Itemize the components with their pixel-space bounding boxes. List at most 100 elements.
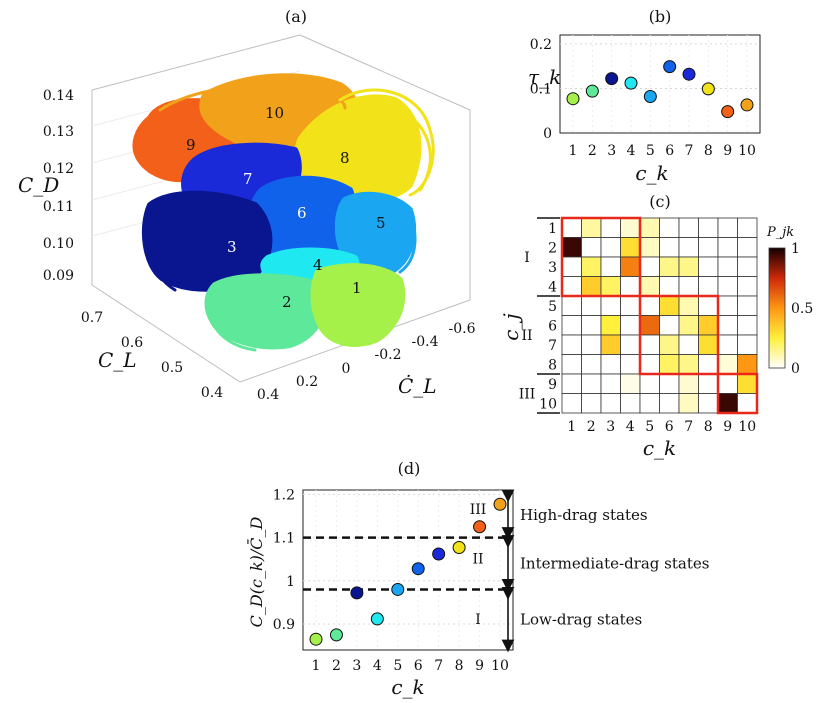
heatmap-cell [678,237,699,258]
y-tick-label: 1 [286,574,295,590]
plot-frame [559,34,761,134]
heatmap-cell [717,354,738,375]
x-tick-label: 6 [665,143,674,159]
heatmap-cell [678,276,699,297]
col-label: 10 [738,419,756,435]
heatmap-cell [620,373,641,394]
heatmap-cell [639,393,660,414]
x-tick-label: 10 [491,658,509,674]
colorbar-tick-label: 0 [791,361,800,377]
heatmap-cell [561,276,582,297]
data-point [740,98,754,112]
heatmap-cell [581,295,602,316]
heatmap-cell [600,354,621,375]
row-label: 1 [548,221,557,237]
data-point [391,582,405,596]
heatmap-cell [678,256,699,277]
y-tick-label: 1.2 [273,487,295,503]
x-axis-title: C_L [98,348,137,372]
heatmap-cell [581,237,602,258]
z-tick-label: 0.09 [43,268,74,284]
heatmap-cell [659,334,680,355]
heatmap-cell [678,373,699,394]
heatmap-cell [717,373,738,394]
col-label: 9 [723,419,732,435]
z-axis-title: C_D [18,173,59,197]
heatmap-cell [581,256,602,277]
heatmap-cell [600,334,621,355]
data-point [682,67,696,81]
heatmap-cell [600,256,621,277]
heatmap-cell [620,334,641,355]
heatmap-cell [678,217,699,238]
heatmap-cell [737,217,758,238]
cluster-label-7: 7 [243,170,253,188]
row-label: 5 [548,299,557,315]
heatmap-cell [717,217,738,238]
data-point [585,84,599,98]
heatmap-cell [659,256,680,277]
cluster-label-10: 10 [265,104,284,122]
heatmap-cell [561,295,582,316]
heatmap-cell [737,237,758,258]
heatmap-cell [659,393,680,414]
heatmap-cell [639,334,660,355]
data-point [701,82,715,96]
row-label: 9 [548,377,557,393]
heatmap-cell [600,315,621,336]
x-tick-label: 0.6 [121,335,143,351]
data-point [411,562,425,576]
x-tick-label: 4 [373,658,382,674]
data-point [370,612,384,626]
cluster-1 [310,263,406,347]
heatmap-cell [561,373,582,394]
data-point [643,89,657,103]
region-label: High-drag states [520,506,648,524]
cluster-label-5: 5 [376,214,386,232]
x-axis-title: c_k [391,675,424,699]
y-tick-label: 0.1 [530,81,552,97]
heatmap-cell [639,276,660,297]
colorbar-tick-label: 0.5 [791,301,813,317]
group-label: I [524,250,530,266]
heatmap-cell [561,334,582,355]
data-point [605,72,619,86]
heatmap-cell [659,237,680,258]
region-roman-label: III [470,502,487,518]
group-box [560,216,642,298]
x-tick-label: 2 [588,143,597,159]
row-label: 4 [548,280,557,296]
heatmap-cell [581,334,602,355]
data-point [624,76,638,90]
data-point [493,497,507,511]
col-label: 3 [606,419,615,435]
cluster-label-1: 1 [352,279,362,297]
heatmap-cell [561,256,582,277]
region-roman-label: II [472,552,483,568]
heatmap-cell [659,276,680,297]
heatmap-cell [717,334,738,355]
heatmap-cell [717,295,738,316]
heatmap-cell [561,237,582,258]
heatmap-cell [620,256,641,277]
region-label: Intermediate-drag states [520,555,709,573]
panel-a-3d-plot: 1 2 3 4 5 6 7 8 9 10 0.14 0.13 0.12 0.11… [18,34,476,403]
y-tick-label: 0.2 [296,374,318,390]
heatmap-cell [678,295,699,316]
heatmap-cell [581,393,602,414]
heatmap-cell [717,256,738,277]
heatmap-cell [737,334,758,355]
region-label: Low-drag states [520,611,642,629]
x-tick-label: 5 [646,143,655,159]
x-tick-label: 1 [312,658,321,674]
group-box [716,372,759,415]
heatmap-cell [678,393,699,414]
heatmap-cell [698,276,719,297]
z-tick-label: 0.13 [43,124,74,140]
heatmap-cell [581,354,602,375]
heatmap-cell [600,393,621,414]
heatmap-cell [639,256,660,277]
panel-b-chart: 0 0.1 0.2 1 2 3 4 5 6 7 8 9 10 τ_k c_k [528,34,761,185]
x-tick-label: 9 [723,143,732,159]
